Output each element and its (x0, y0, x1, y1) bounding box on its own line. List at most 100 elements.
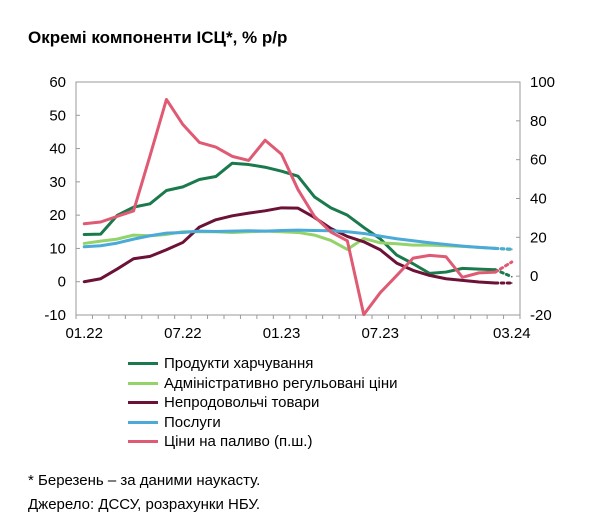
series-point-1-18 (379, 241, 382, 244)
series-point-4-8 (214, 146, 217, 148)
x-tick-label: 01.22 (65, 325, 103, 342)
legend-label-services: Послуги (164, 413, 221, 431)
legend-item-nonfood: Непродовольчі товари (128, 393, 398, 413)
series-point-2-9 (231, 215, 234, 217)
series-point-3-13 (297, 229, 299, 231)
y-right-tick-label: -20 (530, 307, 552, 324)
series-point-2-8 (214, 219, 217, 221)
series-point-2-22 (445, 277, 447, 280)
series-point-2-5 (165, 248, 168, 251)
series-point-2-16 (346, 235, 349, 238)
series-point-0-16 (346, 214, 349, 216)
series-point-2-25 (494, 282, 497, 284)
series-point-4-4 (149, 154, 151, 157)
y-left-tick-label: 0 (58, 274, 66, 291)
series-point-3-23 (461, 245, 464, 247)
series-point-2-11 (264, 210, 266, 212)
series-point-4-2 (116, 215, 118, 218)
series-point-2-15 (330, 227, 332, 230)
series-point-4-13 (297, 188, 299, 191)
series-point-3-19 (395, 237, 398, 240)
x-tick-label: 01.23 (263, 325, 301, 342)
series-point-4-1 (99, 221, 102, 223)
series-point-3-18 (379, 235, 382, 237)
series-line-4 (82, 97, 497, 317)
series-point-4-7 (198, 141, 201, 144)
series-point-3-6 (182, 231, 184, 234)
series-point-0-6 (182, 186, 184, 188)
series-point-0-5 (165, 189, 168, 192)
y-left-tick-label: 40 (49, 141, 66, 158)
legend-swatch-nonfood (128, 401, 158, 405)
footnote-nowcast: * Березень – за даними наукасту. (28, 472, 261, 489)
series-point-0-26 (510, 275, 513, 278)
series-point-4-5 (165, 98, 168, 101)
series-point-1-0 (83, 242, 86, 245)
series-line-3 (82, 228, 497, 250)
series-point-1-1 (99, 240, 102, 242)
y-left-tick-label: -10 (44, 307, 66, 324)
x-tick-label: 07.23 (361, 325, 399, 342)
series-point-0-10 (247, 163, 250, 166)
y-left-tick-label: 20 (49, 207, 66, 224)
series-point-2-12 (280, 207, 283, 209)
series-point-2-2 (116, 268, 118, 270)
series-point-3-22 (445, 243, 447, 246)
axes (75, 81, 521, 319)
series-point-3-4 (149, 234, 151, 237)
series-point-0-17 (362, 226, 365, 229)
series-point-2-13 (297, 207, 299, 209)
series-point-3-0 (83, 245, 86, 248)
series-point-2-7 (198, 226, 201, 228)
series-point-0-20 (412, 262, 414, 265)
y-right-tick-label: 60 (530, 152, 547, 169)
series-point-0-9 (231, 162, 234, 165)
legend-label-nonfood: Непродовольчі товари (164, 394, 320, 412)
series-point-4-18 (379, 291, 382, 294)
series-point-4-19 (395, 274, 398, 277)
series-point-2-23 (461, 279, 464, 282)
legend-swatch-administered (128, 381, 158, 385)
series-nowcast-4 (493, 260, 514, 274)
series-point-4-22 (445, 255, 447, 258)
tick-labels: -10 0 10 20 30 40 50 60 -20 0 20 40 60 80 100 01.22 07.2… (44, 74, 555, 342)
y-right-tick-label: 40 (530, 191, 547, 208)
series-point-2-10 (247, 212, 250, 214)
series-point-4-9 (231, 155, 234, 158)
series-point-2-24 (478, 281, 480, 283)
series-point-3-20 (412, 239, 414, 242)
series-point-3-7 (198, 230, 201, 232)
series-point-4-0 (83, 222, 86, 225)
series-point-2-0 (83, 280, 86, 283)
series-point-1-20 (412, 244, 414, 246)
series-point-4-14 (313, 215, 316, 218)
legend-item-administered: Адміністративно регульовані ціни (128, 374, 398, 394)
series-point-2-3 (132, 257, 135, 260)
y-left-tick-label: 50 (49, 107, 66, 124)
series-line-1 (82, 229, 497, 251)
legend-item-fuel: Ціни на паливо (п.ш.) (128, 432, 398, 452)
series-point-4-6 (182, 123, 184, 126)
series-point-2-1 (99, 277, 102, 280)
series-point-0-23 (461, 267, 464, 270)
y-right-tick-label: 80 (530, 113, 547, 130)
series-point-1-2 (116, 238, 118, 240)
series-point-2-26 (510, 282, 513, 284)
series-point-3-10 (247, 229, 250, 232)
series-point-2-20 (412, 269, 414, 272)
series-point-3-11 (264, 230, 266, 232)
series-point-0-12 (280, 170, 283, 173)
series-point-1-3 (132, 234, 135, 236)
series-point-0-4 (149, 203, 151, 205)
series-point-3-8 (214, 230, 217, 233)
legend-swatch-food (128, 362, 158, 366)
series-point-0-18 (379, 237, 382, 240)
legend-label-administered: Адміністративно регульовані ціни (164, 374, 398, 392)
legend-swatch-fuel (128, 440, 158, 444)
series-point-3-14 (313, 229, 316, 232)
y-left-tick-label: 10 (49, 240, 66, 257)
series-point-0-1 (99, 233, 102, 235)
series-point-3-21 (428, 241, 431, 244)
series-line-2 (82, 206, 497, 285)
legend-label-food: Продукти харчування (164, 355, 314, 373)
